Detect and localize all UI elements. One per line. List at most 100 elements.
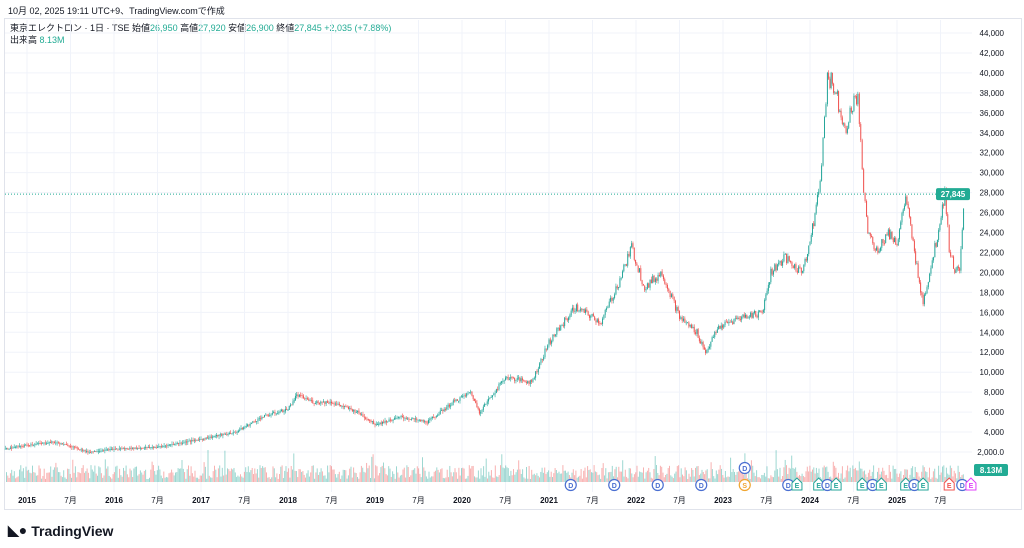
volume-bar	[150, 469, 152, 482]
volume-bar	[246, 471, 248, 482]
candle-body	[39, 443, 41, 444]
candle-body	[741, 316, 743, 320]
volume-bar	[451, 476, 453, 482]
candle-body	[467, 392, 469, 394]
candle-body	[813, 223, 815, 227]
candle-body	[258, 418, 260, 420]
candle-body	[33, 444, 35, 446]
candle-body	[30, 444, 32, 446]
volume-bar	[852, 465, 854, 482]
event-letter: D	[655, 483, 660, 490]
candle-body	[524, 380, 526, 383]
earnings-marker[interactable]: E	[791, 477, 803, 491]
candle-body	[590, 315, 592, 318]
earnings-marker[interactable]: E	[965, 477, 977, 491]
volume-bar	[617, 477, 618, 482]
earnings-marker[interactable]: E	[917, 477, 929, 491]
volume-bar	[227, 468, 228, 482]
candle-body	[913, 240, 915, 252]
volume-bar	[936, 478, 938, 482]
candle-body	[12, 447, 14, 449]
dividend-marker[interactable]: D	[738, 461, 751, 475]
volume-bar	[514, 474, 516, 482]
candle-body	[164, 445, 166, 447]
close-value: 27,845	[294, 23, 322, 33]
dividend-marker[interactable]: D	[564, 478, 577, 492]
volume-bar	[782, 475, 784, 482]
volume-bar	[108, 475, 110, 482]
volume-bar	[679, 477, 681, 482]
candle-body	[203, 438, 205, 440]
candle-body	[291, 404, 293, 406]
volume-bar	[438, 472, 440, 482]
volume-bar	[177, 468, 179, 482]
volume-bar	[519, 469, 521, 482]
earnings-marker[interactable]: E	[943, 477, 955, 491]
candle-body	[905, 196, 907, 206]
volume-bar	[546, 472, 548, 482]
candle-body	[168, 444, 170, 446]
candle-body	[413, 418, 415, 420]
candle-body	[443, 409, 445, 412]
candle-body	[507, 376, 509, 380]
volume-bar	[380, 467, 382, 482]
volume-bar	[337, 474, 339, 482]
candle-body	[555, 334, 557, 336]
dividend-marker[interactable]: D	[695, 478, 708, 492]
volume-bar	[320, 468, 322, 482]
candle-body	[703, 347, 705, 350]
split-marker[interactable]: S	[738, 478, 751, 492]
volume-bar	[891, 478, 893, 482]
candle-body	[929, 273, 931, 283]
candle-body	[7, 448, 9, 450]
earnings-marker[interactable]: E	[875, 477, 887, 491]
candle-body	[442, 410, 444, 412]
dividend-marker[interactable]: D	[651, 478, 664, 492]
tradingview-logo[interactable]: ◣● TradingView	[8, 522, 113, 539]
candle-body	[642, 284, 644, 286]
candle-body	[592, 313, 594, 317]
candle-body	[13, 447, 15, 448]
candle-body	[588, 315, 590, 318]
volume-bar	[581, 478, 583, 482]
volume-bar	[566, 472, 568, 482]
candle-body	[516, 377, 518, 380]
volume-bar	[119, 468, 121, 482]
volume-bar	[483, 466, 485, 482]
candle-body	[799, 266, 801, 268]
candle-body	[775, 264, 777, 271]
volume-bar	[94, 465, 96, 482]
volume-bar	[86, 468, 88, 482]
candle-body	[852, 110, 854, 113]
volume-bar	[896, 473, 898, 482]
volume-bar	[181, 460, 183, 482]
candle-body	[495, 389, 497, 394]
candle-body	[536, 371, 538, 373]
volume-bar	[641, 472, 643, 482]
volume-bar	[578, 476, 579, 482]
volume-bar	[435, 470, 436, 482]
volume-value: 8.13M	[39, 35, 65, 45]
x-tick-label: 2025	[888, 496, 906, 505]
chart-frame[interactable]	[4, 18, 1022, 510]
volume-bar	[490, 470, 492, 482]
candle-body	[26, 444, 28, 446]
volume-bar	[364, 472, 366, 482]
volume-bar	[748, 468, 750, 482]
candle-body	[825, 104, 827, 117]
y-tick-label: 30,000	[980, 169, 1005, 178]
candle-body	[261, 417, 263, 420]
dividend-marker[interactable]: D	[608, 478, 621, 492]
volume-bar	[164, 477, 166, 482]
volume-bar	[61, 477, 63, 482]
volume-bar	[110, 477, 111, 482]
volume-bar	[428, 471, 430, 482]
candle-body	[583, 309, 585, 313]
volume-bar	[542, 472, 544, 482]
volume-bar	[639, 471, 641, 482]
volume-bar	[672, 478, 674, 482]
candle-body	[317, 401, 319, 404]
earnings-marker[interactable]: E	[830, 477, 842, 491]
volume-bar	[509, 475, 511, 482]
